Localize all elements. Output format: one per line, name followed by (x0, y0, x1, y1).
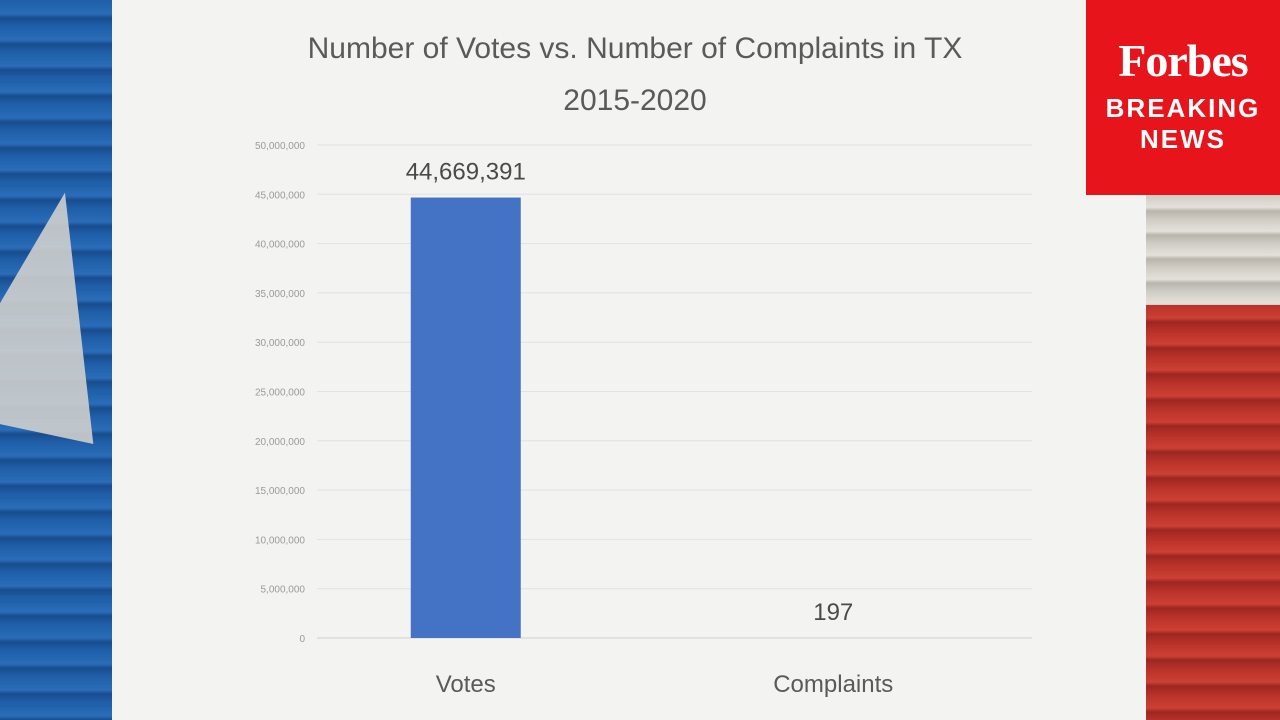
y-tick-label: 0 (299, 634, 305, 645)
forbes-logo: Forbes (1118, 35, 1248, 86)
y-tick-label: 20,000,000 (255, 437, 305, 448)
texas-flag-background-left (0, 0, 144, 720)
data-label: 44,669,391 (406, 159, 526, 186)
y-tick-label: 30,000,000 (255, 338, 305, 349)
x-tick-label: Votes (436, 671, 496, 698)
flag-white-stripe (1145, 195, 1280, 305)
y-tick-label: 15,000,000 (255, 486, 305, 497)
news-label: NEWS (1140, 124, 1226, 154)
chart-slide: Number of Votes vs. Number of Complaints… (112, 0, 1146, 720)
y-tick-label: 5,000,000 (261, 585, 306, 596)
y-tick-label: 40,000,000 (255, 240, 305, 251)
data-label: 197 (813, 599, 853, 626)
bar (410, 197, 521, 638)
y-tick-label: 25,000,000 (255, 388, 305, 399)
breaking-label: BREAKING (1105, 93, 1261, 123)
chart-title: Number of Votes vs. Number of Complaints… (307, 32, 963, 65)
flag-red-stripe (1145, 305, 1280, 720)
bar-chart: 0 5,000,000 10,000,000 15,000,000 20,000,000… (255, 141, 1032, 698)
y-tick-label: 50,000,000 (255, 141, 305, 152)
x-tick-label: Complaints (773, 671, 893, 698)
y-tick-label: 35,000,000 (255, 289, 305, 300)
y-tick-label: 45,000,000 (255, 190, 305, 201)
forbes-breaking-news-badge: Forbes BREAKING NEWS (1086, 0, 1280, 195)
y-tick-label: 10,000,000 (255, 535, 305, 546)
chart-subtitle: 2015-2020 (563, 84, 707, 117)
